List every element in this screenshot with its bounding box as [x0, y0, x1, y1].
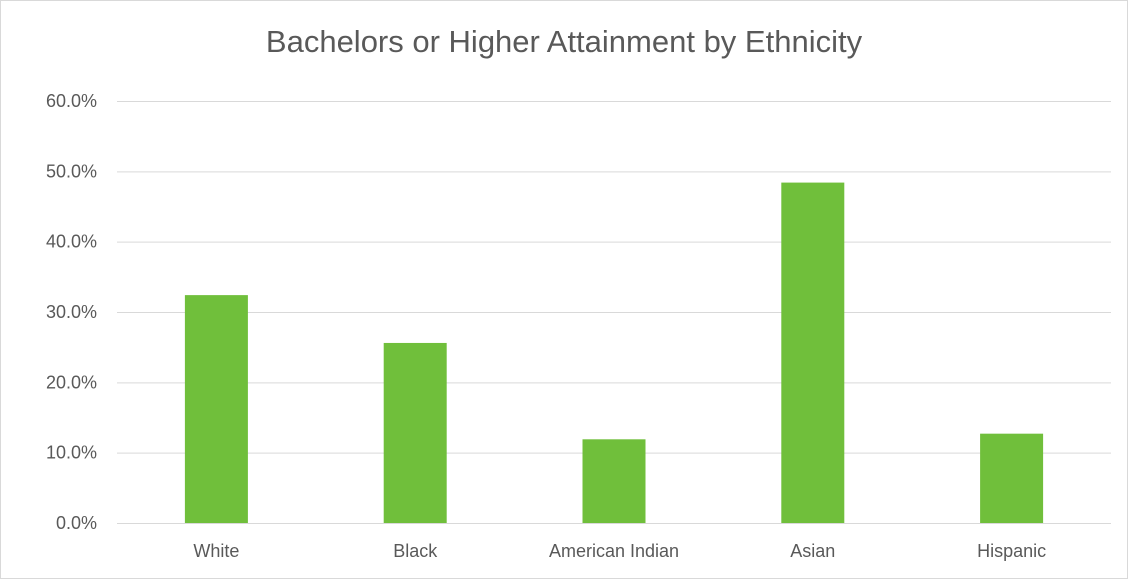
bars	[184, 182, 1044, 523]
x-tick-label: American Indian	[549, 541, 679, 561]
y-tick-label: 30.0%	[46, 302, 97, 322]
bar-white	[184, 295, 248, 523]
bar-black	[383, 342, 447, 523]
x-tick-label: Hispanic	[977, 541, 1046, 561]
y-tick-label: 40.0%	[46, 232, 97, 252]
gridlines	[117, 101, 1111, 524]
bar-asian	[781, 182, 845, 523]
x-axis-ticks: White Black American Indian Asian Hispanic	[193, 541, 1046, 561]
y-tick-label: 0.0%	[56, 513, 97, 533]
x-tick-label: Black	[393, 541, 438, 561]
chart-title: Bachelors or Higher Attainment by Ethnic…	[265, 24, 863, 59]
bar-hispanic	[980, 433, 1044, 523]
y-tick-label: 20.0%	[46, 372, 97, 392]
y-tick-label: 10.0%	[46, 443, 97, 463]
x-tick-label: White	[193, 541, 239, 561]
y-tick-label: 60.0%	[46, 91, 97, 111]
bar-american-indian	[582, 439, 646, 523]
y-axis-ticks: 0.0% 10.0% 20.0% 30.0% 40.0% 50.0% 60.0%	[46, 91, 97, 533]
x-tick-label: Asian	[790, 541, 835, 561]
y-tick-label: 50.0%	[46, 161, 97, 181]
